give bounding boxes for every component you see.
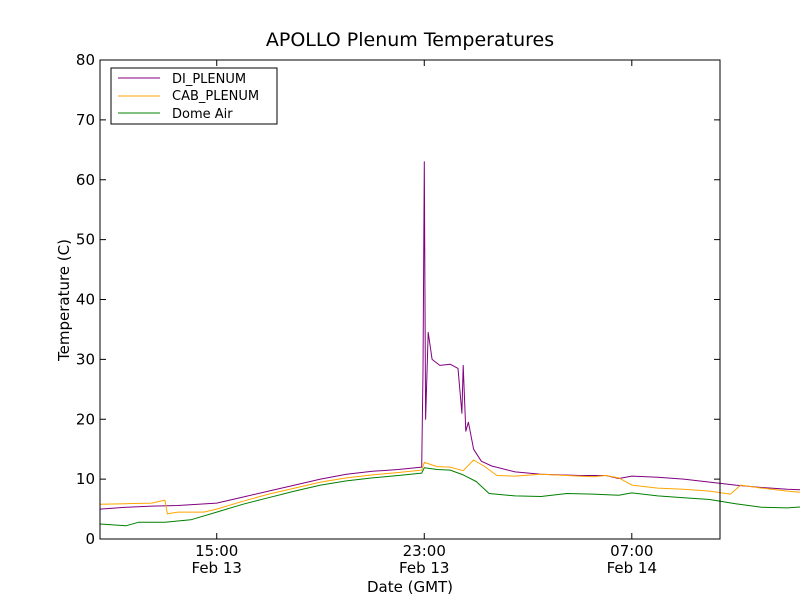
y-tick-label: 10 — [76, 470, 95, 488]
x-tick-label-date: Feb 14 — [607, 559, 657, 577]
series-line-dome-air — [99, 467, 800, 527]
y-tick-label: 70 — [76, 111, 95, 129]
legend: DI_PLENUM CAB_PLENUM Dome Air — [110, 67, 278, 125]
x-tick-label-time: 23:00 — [403, 542, 446, 560]
legend-label-cab-plenum: CAB_PLENUM — [172, 89, 259, 104]
legend-label-dome-air: Dome Air — [172, 107, 233, 122]
series-line-cab-plenum — [99, 459, 800, 515]
x-tick-label-time: 07:00 — [610, 542, 653, 560]
legend-label-di-plenum: DI_PLENUM — [172, 72, 246, 87]
y-tick-label: 20 — [76, 410, 95, 428]
series-layer — [99, 161, 800, 527]
x-tick-label-date: Feb 13 — [192, 559, 242, 577]
y-tick-label: 60 — [76, 171, 95, 189]
y-tick-label: 40 — [76, 291, 95, 309]
chart-title: APOLLO Plenum Temperatures — [266, 29, 554, 51]
x-tick-label-time: 15:00 — [195, 542, 238, 560]
y-tick-label: 0 — [85, 530, 95, 548]
y-tick-label: 80 — [76, 51, 95, 69]
y-tick-label: 30 — [76, 350, 95, 368]
y-axis-label: Temperature (C) — [55, 239, 73, 362]
x-axis-label: Date (GMT) — [367, 578, 453, 596]
x-tick-label-date: Feb 13 — [399, 559, 449, 577]
y-tick-label: 50 — [76, 231, 95, 249]
